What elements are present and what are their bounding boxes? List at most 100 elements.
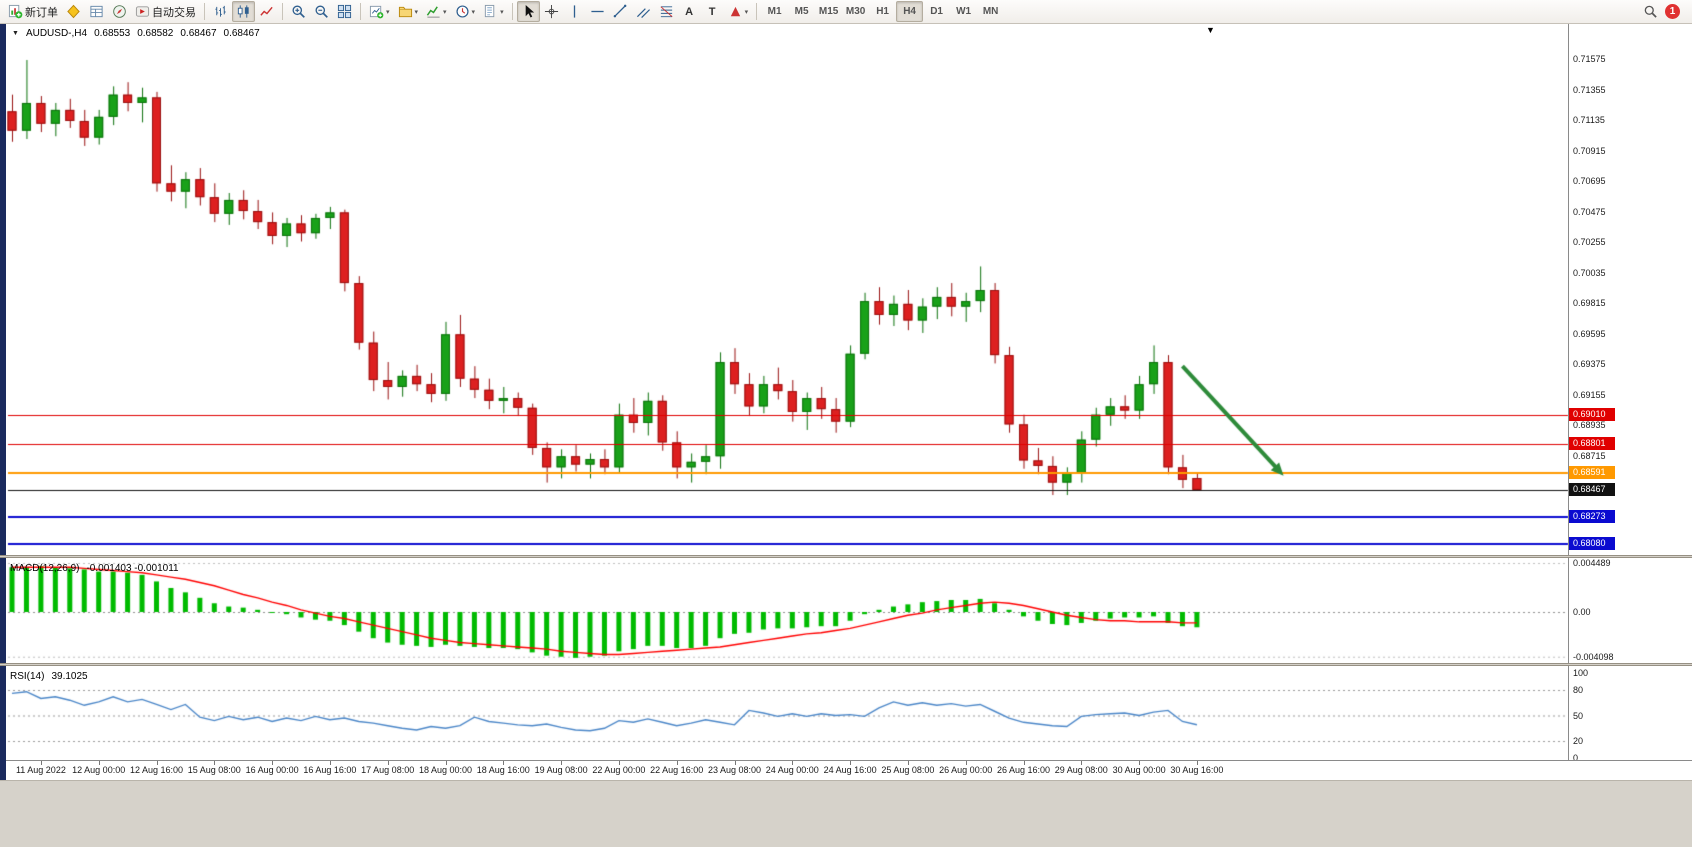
- timeframe-h4-button[interactable]: H4: [896, 1, 924, 22]
- time-axis-label: 15 Aug 08:00: [187, 765, 241, 775]
- chevron-down-icon: ▾: [744, 8, 749, 16]
- chevron-down-icon: ▾: [414, 8, 419, 16]
- price-level-label-support-blue-1: 0.68273: [1569, 510, 1615, 524]
- toolbar-right: 1: [1643, 4, 1688, 19]
- price-tick-label: 0.69155: [1573, 389, 1606, 400]
- time-tick: [907, 761, 909, 765]
- cursor-button[interactable]: [516, 1, 540, 22]
- timeframe-m15-button[interactable]: M15: [818, 6, 839, 17]
- arrows-button[interactable]: ▾: [724, 1, 753, 22]
- pane-separator-rsi[interactable]: [0, 663, 1692, 666]
- toolbar-separator: [511, 3, 513, 20]
- trendline-button[interactable]: [609, 1, 632, 22]
- time-tick: [734, 761, 736, 765]
- fibonacci-button[interactable]: [655, 1, 678, 22]
- autotrading-button[interactable]: 自动交易: [131, 1, 200, 22]
- rsi-value-text: 39.1025: [51, 671, 88, 682]
- time-tick: [1023, 761, 1025, 765]
- price-tick-label: 0.70915: [1573, 145, 1606, 156]
- toolbar-group: [287, 0, 356, 23]
- market-watch-button[interactable]: [62, 1, 85, 22]
- templates-button[interactable]: ▾: [479, 1, 508, 22]
- indicators-button[interactable]: ▾: [422, 1, 451, 22]
- draw-text-label-icon: T: [708, 5, 716, 18]
- chart-shift-marker-icon[interactable]: ▼: [1206, 25, 1215, 35]
- profiles-button[interactable]: ▾: [394, 1, 423, 22]
- timeframe-mn-button[interactable]: MN: [982, 6, 999, 17]
- timeframe-m30-button[interactable]: M30: [845, 6, 866, 17]
- candle-chart-button[interactable]: [232, 1, 255, 22]
- macd-values-text: -0.001403 -0.001011: [86, 563, 179, 574]
- price-tick-label: 0.69595: [1573, 328, 1606, 339]
- toolbar-group: 新订单 自动交易: [4, 0, 200, 23]
- draw-text-icon: A: [685, 5, 694, 18]
- draw-text-button[interactable]: A: [678, 1, 701, 22]
- price-tick-label: 0.70255: [1573, 237, 1606, 248]
- navigator-button[interactable]: [108, 1, 131, 22]
- macd-label: MACD(12,26,9) -0.001403 -0.001011: [10, 563, 179, 574]
- arrows-icon: [728, 4, 743, 19]
- timeframe-d1-button[interactable]: D1: [930, 6, 943, 17]
- line-chart-button[interactable]: [255, 1, 278, 22]
- toolbar-separator: [282, 3, 283, 20]
- crosshair-button[interactable]: [540, 1, 563, 22]
- time-axis-label: 30 Aug 16:00: [1170, 765, 1224, 775]
- time-tick: [618, 761, 620, 765]
- timeframe-group: M1 M5 M15 M30 H1 H4 D1 W1 MN: [761, 0, 1004, 23]
- draw-text-label-button[interactable]: T: [701, 1, 724, 22]
- new-order-label: 新订单: [25, 6, 58, 19]
- timeframe-m5-button[interactable]: M5: [794, 6, 809, 17]
- time-axis-label: 19 Aug 08:00: [534, 765, 588, 775]
- toolbar-separator: [756, 3, 758, 20]
- new-order-button[interactable]: 新订单: [4, 1, 62, 22]
- chevron-down-icon[interactable]: ▼: [12, 30, 19, 37]
- time-axis[interactable]: 11 Aug 2022 12 Aug 00:00 12 Aug 16:00 15 Au…: [0, 760, 1692, 780]
- time-axis-label: 18 Aug 00:00: [418, 765, 473, 775]
- time-tick: [40, 761, 42, 765]
- price-tick-label: 0.69375: [1573, 359, 1606, 370]
- periods-icon: [455, 4, 470, 19]
- time-axis-label: 24 Aug 16:00: [823, 765, 877, 775]
- new-chart-icon: [369, 4, 384, 19]
- timeframe-w1-button[interactable]: W1: [956, 6, 972, 17]
- time-tick: [445, 761, 447, 765]
- notification-badge[interactable]: 1: [1665, 4, 1680, 19]
- chevron-down-icon: ▾: [443, 8, 447, 16]
- autotrading-label: 自动交易: [152, 6, 196, 19]
- bar-chart-button[interactable]: [209, 1, 232, 22]
- search-icon[interactable]: [1643, 4, 1658, 19]
- price-level-label-resistance-2: 0.68801: [1569, 437, 1615, 451]
- toolbar: 新订单 自动交易 ▾ ▾ ▾ ▾ ▾ A T ▾ M1 M5 M15 M30 H1 H4 D1 W1 MN 1: [0, 0, 1692, 24]
- indicators-icon: [426, 4, 441, 19]
- price-tick-label: 0.70475: [1573, 206, 1606, 217]
- price-tick-label: 0.69815: [1573, 298, 1606, 309]
- data-window-button[interactable]: [85, 1, 108, 22]
- zoom-in-button[interactable]: [287, 1, 310, 22]
- vertical-line-icon: [567, 4, 582, 19]
- time-tick: [387, 761, 389, 765]
- chart-canvas[interactable]: [0, 24, 1692, 780]
- time-tick: [98, 761, 100, 765]
- timeframe-h1-button[interactable]: H1: [876, 6, 889, 17]
- equidistant-channel-button[interactable]: [632, 1, 655, 22]
- time-axis-label: 17 Aug 08:00: [361, 765, 415, 775]
- time-axis-label: 30 Aug 00:00: [1112, 765, 1166, 775]
- pane-separator-macd[interactable]: [0, 555, 1692, 558]
- zoom-out-button[interactable]: [310, 1, 333, 22]
- time-tick: [561, 761, 563, 765]
- window-left-border: [0, 24, 6, 780]
- periods-button[interactable]: ▾: [451, 1, 480, 22]
- price-axis[interactable]: 0.71575 0.71355 0.71135 0.70915 0.70695 0.704…: [1568, 24, 1692, 763]
- rsi-label: RSI(14) 39.1025: [10, 671, 88, 682]
- time-tick: [329, 761, 331, 765]
- horizontal-line-button[interactable]: [586, 1, 609, 22]
- time-tick: [272, 761, 274, 765]
- time-axis-label: 26 Aug 00:00: [939, 765, 993, 775]
- vertical-line-button[interactable]: [563, 1, 586, 22]
- time-axis-label: 11 Aug 2022: [15, 765, 66, 775]
- new-chart-button[interactable]: ▾: [365, 1, 394, 22]
- line-chart-icon: [259, 4, 274, 19]
- new-order-icon: [8, 4, 23, 19]
- timeframe-m1-button[interactable]: M1: [767, 6, 782, 17]
- tile-windows-button[interactable]: [333, 1, 356, 22]
